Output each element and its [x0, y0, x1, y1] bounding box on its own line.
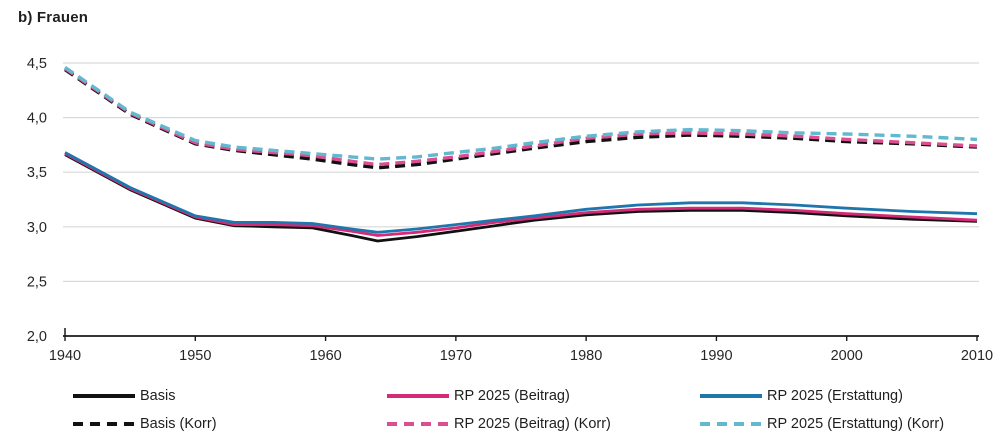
- x-tick-label: 2000: [831, 348, 863, 364]
- legend-line-basis-korr-swatch: [73, 421, 135, 427]
- legend-line-basis-swatch: [73, 394, 135, 398]
- legend-line-beitrag-korr-swatch: [387, 421, 449, 427]
- legend-label: RP 2025 (Erstattung): [767, 388, 903, 404]
- x-tick-label: 1990: [700, 348, 732, 364]
- legend-item-rp2025-erstattung-korr: RP 2025 (Erstattung) (Korr): [700, 415, 944, 433]
- legend-item-rp2025-beitrag-korr: RP 2025 (Beitrag) (Korr): [387, 415, 611, 433]
- legend-line-erstattung-swatch: [700, 394, 762, 398]
- legend-label: RP 2025 (Erstattung) (Korr): [767, 416, 945, 432]
- legend-line-erstattung-korr-swatch: [700, 421, 762, 427]
- series-line-rp-2025-beitrag: [64, 152, 978, 237]
- x-tick-label: 1980: [570, 348, 602, 364]
- legend-item-rp2025-erstattung: RP 2025 (Erstattung): [700, 387, 903, 405]
- x-tick-label: 1940: [49, 348, 81, 364]
- legend-label: Basis: [140, 388, 176, 404]
- y-tick-label: 4,5: [27, 56, 47, 72]
- legend-item-basis: Basis: [73, 387, 175, 405]
- chart-title: b) Frauen: [18, 9, 89, 26]
- line-chart: 2,0 2,5 3,0 3,5 4,0 4,5 1940 1950 1960 1970 1980 19…: [27, 56, 993, 364]
- legend-line-beitrag-swatch: [387, 394, 449, 398]
- x-tick-label: 1970: [440, 348, 472, 364]
- y-tick-label: 4,0: [27, 111, 47, 127]
- y-tick-label: 2,5: [27, 274, 47, 290]
- series-line-basis-korr: [64, 68, 978, 170]
- series-line-rp-2025-erstattung: [64, 151, 978, 234]
- x-tick-label: 1950: [179, 348, 211, 364]
- legend-label: RP 2025 (Beitrag) (Korr): [454, 416, 611, 432]
- legend-label: Basis (Korr): [140, 416, 217, 432]
- legend-item-basis-korr: Basis (Korr): [73, 415, 217, 433]
- y-tick-label: 3,0: [27, 220, 47, 236]
- x-tick-label: 1960: [309, 348, 341, 364]
- series-line-rp-2025-erstattung-korr: [64, 65, 978, 161]
- x-tick-label: 2010: [961, 348, 993, 364]
- series-line-basis: [64, 153, 978, 243]
- y-tick-label: 2,0: [27, 329, 47, 345]
- y-tick-label: 3,5: [27, 165, 47, 181]
- legend-label: RP 2025 (Beitrag): [454, 388, 570, 404]
- series-line-rp-2025-beitrag-korr: [64, 67, 978, 167]
- legend-item-rp2025-beitrag: RP 2025 (Beitrag): [387, 387, 570, 405]
